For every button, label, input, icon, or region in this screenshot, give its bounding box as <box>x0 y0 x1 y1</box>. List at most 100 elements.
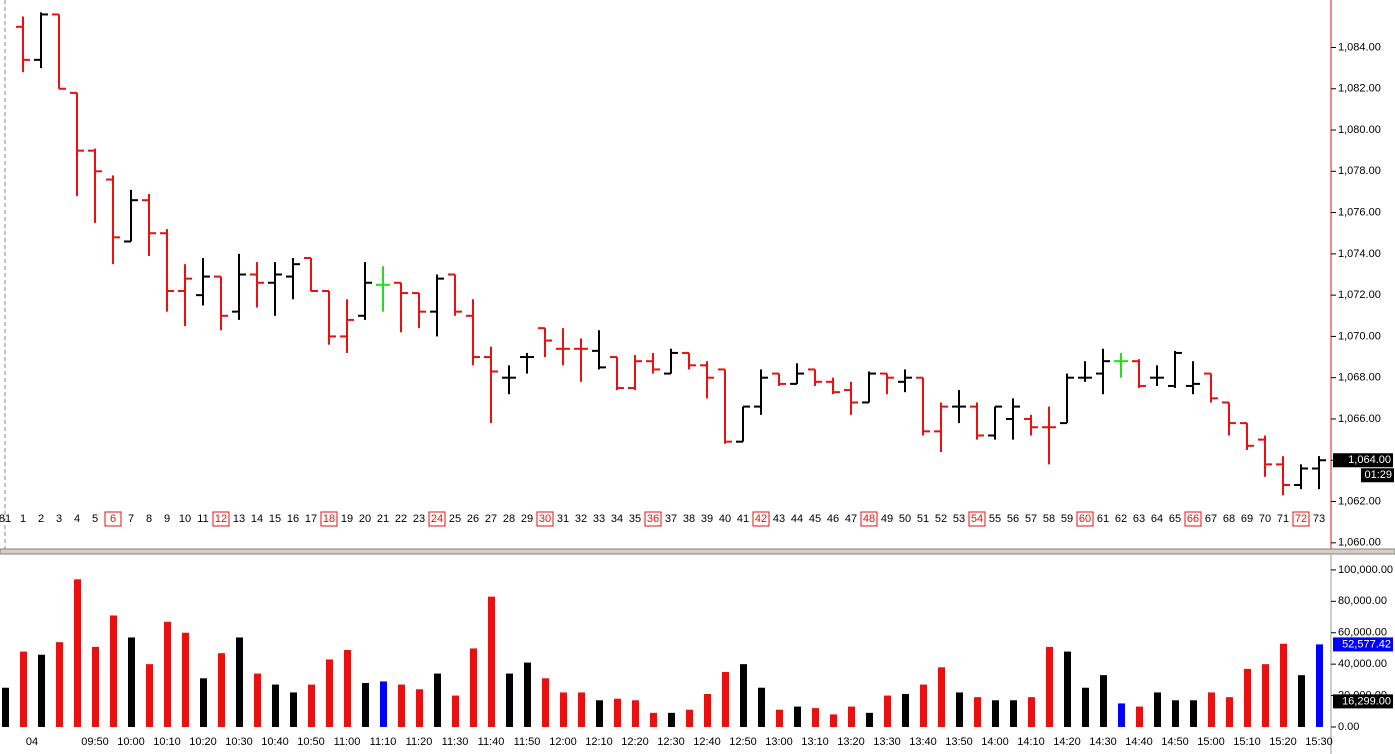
bar-number-box <box>104 511 122 527</box>
bar-number-label: 35 <box>629 513 641 525</box>
bar-number-box <box>752 511 770 527</box>
time-label: 15:00 <box>1197 736 1225 748</box>
volume-bar <box>164 621 171 727</box>
volume-bar <box>1298 675 1305 727</box>
y-tick-label: 1,074.00 <box>1338 248 1381 260</box>
bar-number-label: 57 <box>1025 513 1037 525</box>
volume-bar <box>110 615 117 727</box>
time-label: 10:50 <box>297 736 325 748</box>
volume-bar <box>380 681 387 727</box>
time-label: 10:40 <box>261 736 289 748</box>
time-label: 10:30 <box>225 736 253 748</box>
bar-number-label: 63 <box>1133 513 1145 525</box>
bar-number-label: 58 <box>1043 513 1055 525</box>
time-label: 12:20 <box>621 736 649 748</box>
time-label: 14:20 <box>1053 736 1081 748</box>
time-label: 13:50 <box>945 736 973 748</box>
volume-bar <box>200 678 207 727</box>
bar-number-label: 67 <box>1205 513 1217 525</box>
bar-number-box <box>428 511 446 527</box>
bar-number-label: 41 <box>737 513 749 525</box>
bar-number-label: 62 <box>1115 513 1127 525</box>
volume-bar <box>326 659 333 727</box>
bar-number-box <box>212 511 230 527</box>
bar-number-box <box>644 511 662 527</box>
bar-number-label: 46 <box>827 513 839 525</box>
volume-bar <box>596 700 603 727</box>
volume-bar <box>830 714 837 727</box>
volume-bar <box>1154 692 1161 727</box>
bar-number-label: 33 <box>593 513 605 525</box>
bar-number-label: 45 <box>809 513 821 525</box>
volume-bar <box>704 694 711 727</box>
y-tick-label: 60,000.00 <box>1338 627 1387 639</box>
time-label: 11:20 <box>406 736 433 748</box>
bar-number-box <box>1292 511 1310 527</box>
bar-number-label: 36 <box>647 513 659 525</box>
y-tick-label: 1,084.00 <box>1338 41 1381 53</box>
volume-bar <box>1280 643 1287 727</box>
volume-bar <box>578 692 585 727</box>
bar-number-label: 29 <box>521 513 533 525</box>
bar-number-label: 51 <box>917 513 929 525</box>
price-marker-box <box>1333 453 1393 468</box>
time-label: 15:20 <box>1269 736 1297 748</box>
volume-bar <box>938 667 945 727</box>
bar-number-label: 68 <box>1223 513 1235 525</box>
timer-box <box>1361 468 1394 483</box>
bar-number-label: 1 <box>20 513 26 525</box>
volume-bar <box>794 706 801 727</box>
time-label: 14:00 <box>981 736 1009 748</box>
volume-bar <box>668 712 675 727</box>
time-label: 13:30 <box>873 736 901 748</box>
price-marker-box <box>1333 694 1393 709</box>
bar-number-label: 27 <box>485 513 497 525</box>
bar-number-label: 72 <box>1295 513 1307 525</box>
bar-number-label: 18 <box>323 513 335 525</box>
volume-bar <box>614 698 621 727</box>
bar-number-label: 44 <box>791 513 803 525</box>
bar-number-label: 71 <box>1277 513 1289 525</box>
time-label: 11:50 <box>514 736 541 748</box>
volume-bar <box>20 651 27 727</box>
price-marker-label: 52,577.42 <box>1342 638 1391 650</box>
time-label: 15:10 <box>1233 736 1261 748</box>
bar-number-label: 24 <box>431 513 443 525</box>
bar-number-label: 61 <box>1097 513 1109 525</box>
volume-bar <box>1064 651 1071 727</box>
volume-bar <box>2 687 9 727</box>
volume-bar <box>1172 700 1179 727</box>
volume-bar <box>92 646 99 727</box>
volume-bar <box>452 695 459 727</box>
y-tick-label: 0.00 <box>1338 721 1359 733</box>
volume-bar <box>1028 697 1035 727</box>
volume-bar <box>1118 703 1125 727</box>
bar-number-label: 10 <box>179 513 191 525</box>
y-tick-label: 1,082.00 <box>1338 83 1381 95</box>
volume-bar <box>308 684 315 727</box>
bar-number-label: 48 <box>863 513 875 525</box>
bar-number-label: 23 <box>413 513 425 525</box>
time-label: 13:10 <box>801 736 829 748</box>
y-tick-label: 1,070.00 <box>1338 330 1381 342</box>
bar-number-label: 28 <box>503 513 515 525</box>
time-label: 04 <box>26 736 38 748</box>
bar-number-label: 15 <box>269 513 281 525</box>
y-tick-label: 80,000.00 <box>1338 595 1387 607</box>
volume-bar <box>236 637 243 727</box>
bar-number-label: 81 <box>0 513 11 525</box>
volume-bar <box>1136 706 1143 727</box>
volume-bar <box>344 650 351 727</box>
bar-number-label: 69 <box>1241 513 1253 525</box>
y-tick-label: 1,066.00 <box>1338 413 1381 425</box>
time-label: 12:10 <box>585 736 613 748</box>
time-label: 11:30 <box>442 736 469 748</box>
volume-bar <box>542 678 549 727</box>
y-tick-label: 1,060.00 <box>1338 537 1381 549</box>
volume-bar <box>1046 646 1053 727</box>
volume-bar <box>866 712 873 727</box>
bar-number-label: 37 <box>665 513 677 525</box>
bar-number-label: 39 <box>701 513 713 525</box>
y-tick-label: 100,000.00 <box>1338 564 1393 576</box>
